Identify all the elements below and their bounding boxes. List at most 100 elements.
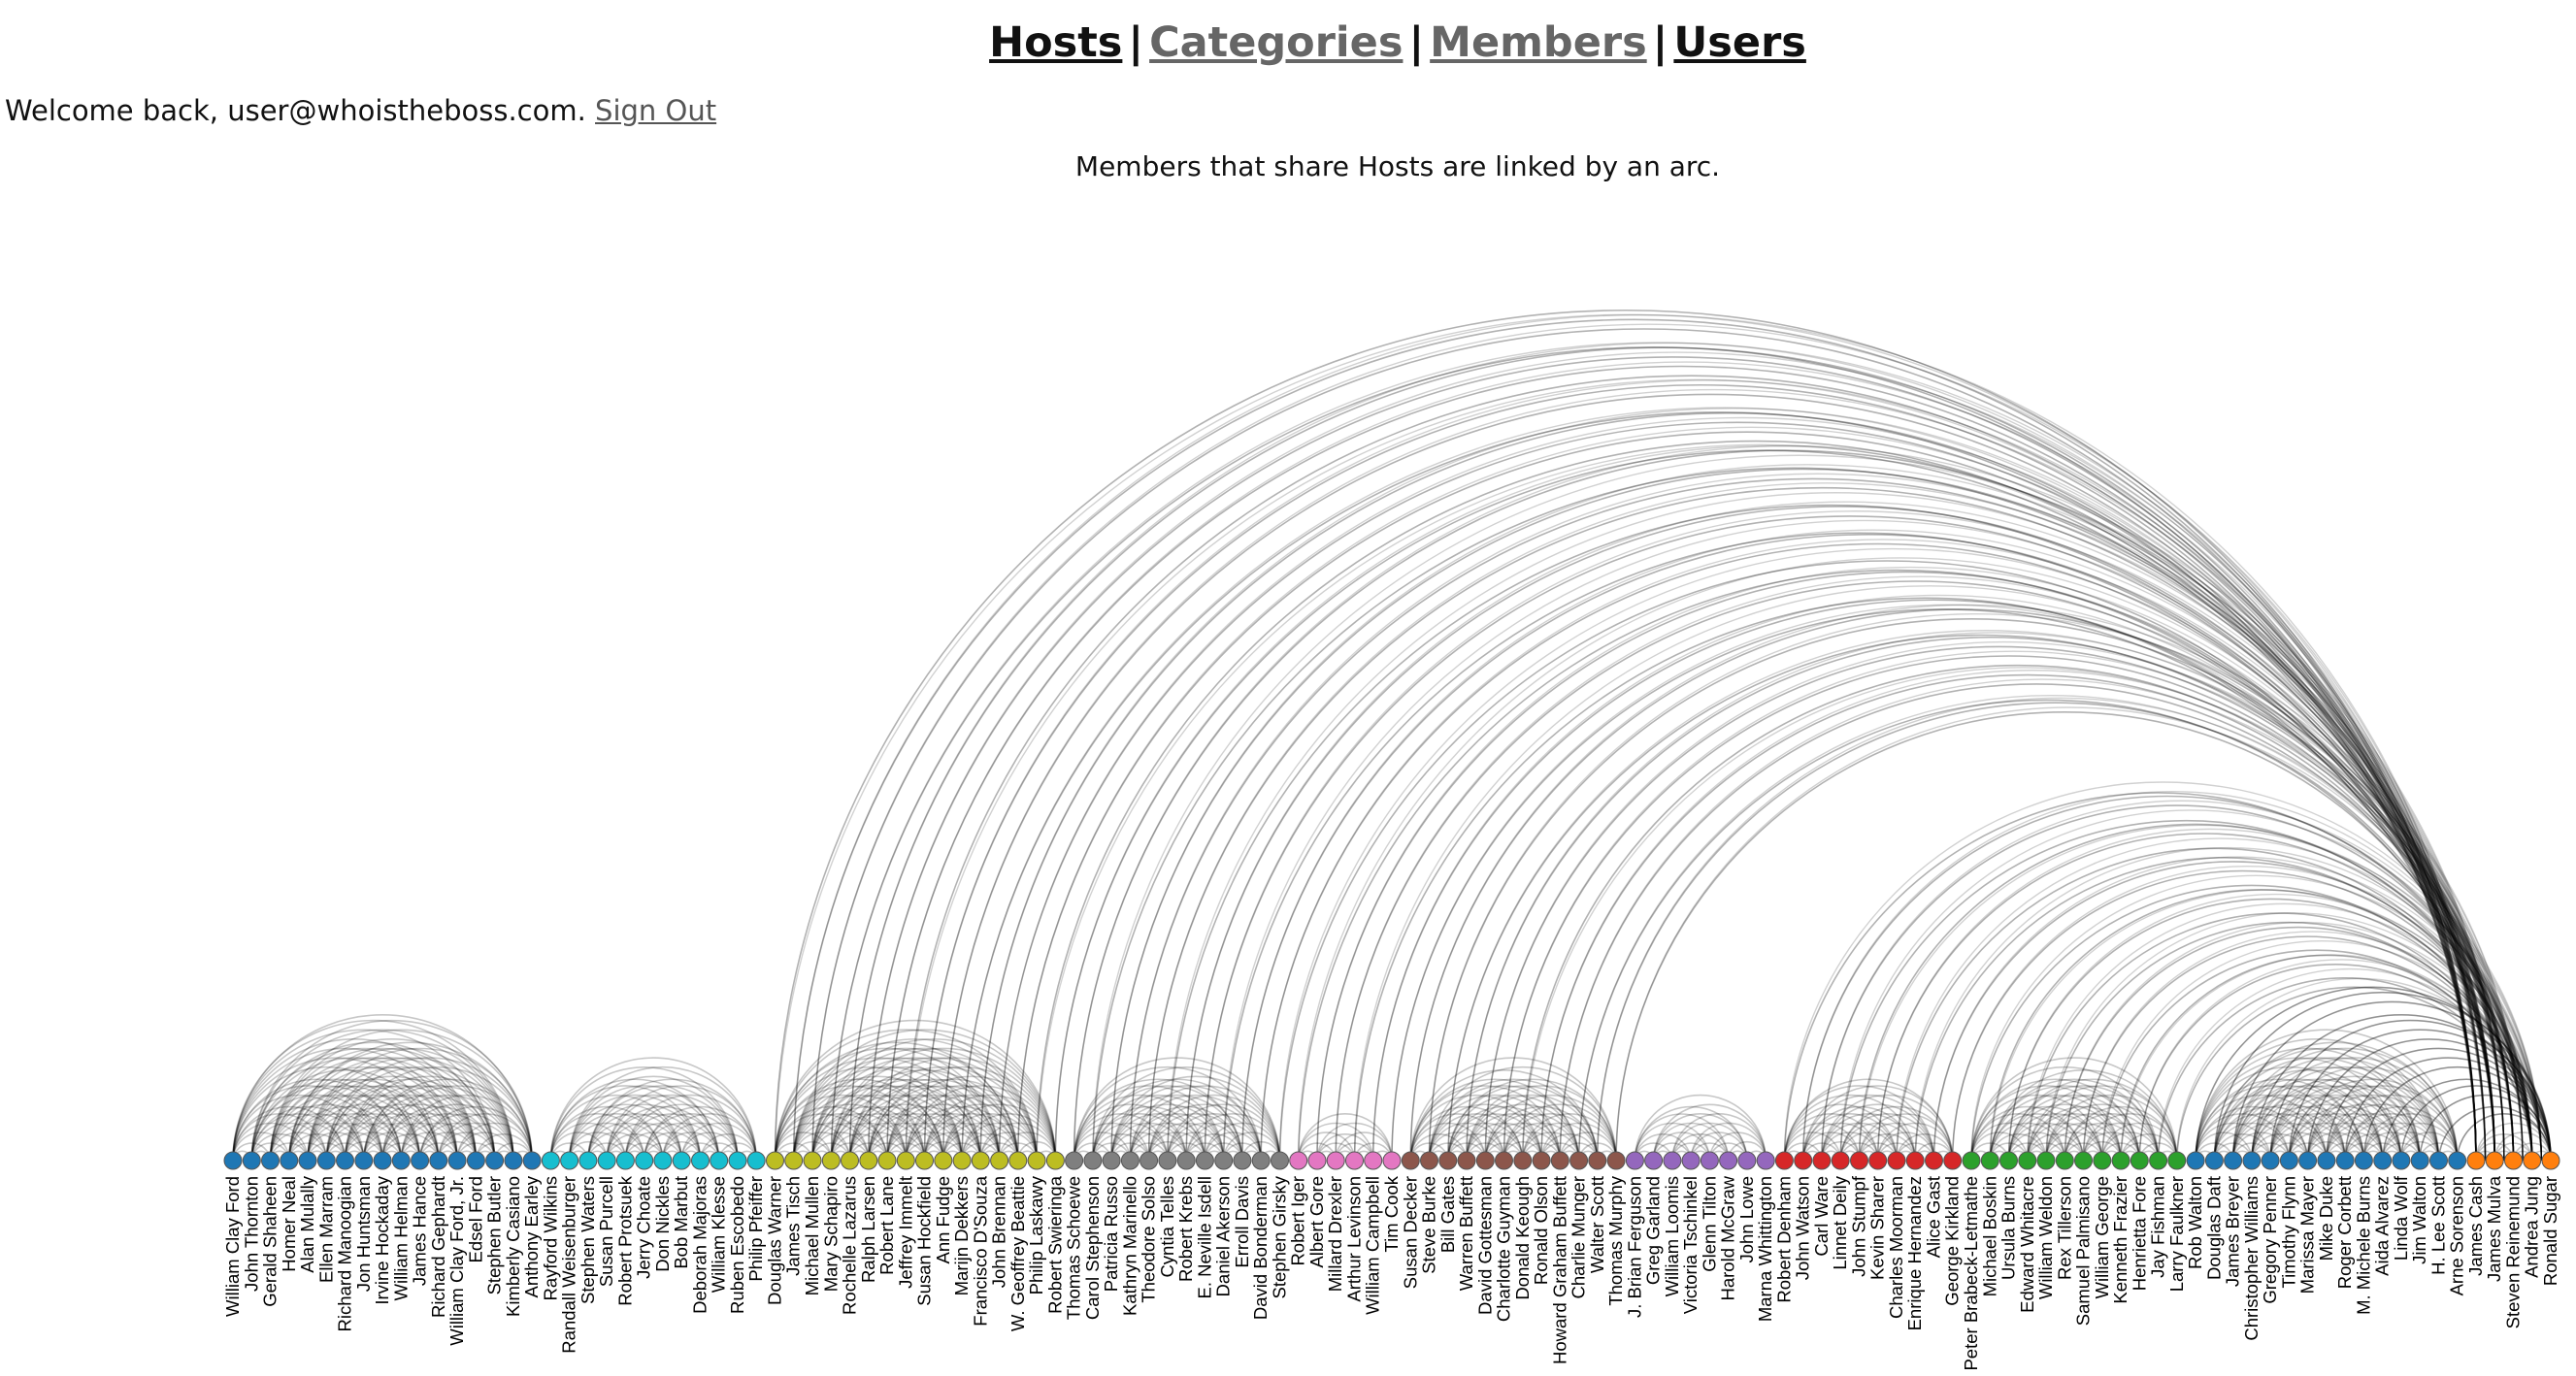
member-node[interactable] — [1438, 1151, 1458, 1170]
member-node[interactable] — [1737, 1151, 1757, 1170]
member-node[interactable] — [1905, 1151, 1925, 1170]
member-node[interactable] — [336, 1151, 354, 1170]
member-node[interactable] — [1475, 1151, 1495, 1170]
member-node[interactable] — [1850, 1151, 1868, 1170]
member-node[interactable] — [746, 1151, 766, 1170]
nav-link-hosts[interactable]: Hosts — [989, 18, 1123, 67]
member-node[interactable] — [1214, 1151, 1234, 1170]
member-node[interactable] — [803, 1151, 822, 1170]
member-node[interactable] — [2429, 1151, 2448, 1170]
member-node[interactable] — [2036, 1151, 2056, 1170]
member-node[interactable] — [1681, 1151, 1701, 1170]
member-node[interactable] — [447, 1151, 467, 1170]
member-node[interactable] — [653, 1151, 673, 1170]
member-node[interactable] — [1139, 1151, 1159, 1170]
member-node[interactable] — [915, 1151, 934, 1170]
member-node[interactable] — [2298, 1151, 2318, 1170]
member-node[interactable] — [298, 1151, 317, 1170]
member-node[interactable] — [2186, 1151, 2205, 1170]
member-node[interactable] — [1625, 1151, 1644, 1170]
member-node[interactable] — [1550, 1151, 1569, 1170]
member-node[interactable] — [2466, 1151, 2486, 1170]
member-node[interactable] — [2149, 1151, 2168, 1170]
member-node[interactable] — [615, 1151, 635, 1170]
member-node[interactable] — [597, 1151, 616, 1170]
member-node[interactable] — [354, 1151, 374, 1170]
member-node[interactable] — [1569, 1151, 1589, 1170]
member-node[interactable] — [1401, 1151, 1420, 1170]
member-node[interactable] — [261, 1151, 280, 1170]
member-node[interactable] — [1700, 1151, 1719, 1170]
member-node[interactable] — [1532, 1151, 1551, 1170]
member-node[interactable] — [2485, 1151, 2504, 1170]
member-node[interactable] — [2541, 1151, 2560, 1170]
member-node[interactable] — [1307, 1151, 1327, 1170]
member-node[interactable] — [223, 1151, 243, 1170]
member-node[interactable] — [1420, 1151, 1438, 1170]
member-node[interactable] — [766, 1151, 784, 1170]
member-node[interactable] — [2392, 1151, 2411, 1170]
member-node[interactable] — [2317, 1151, 2336, 1170]
nav-link-members[interactable]: Members — [1430, 18, 1647, 67]
member-node[interactable] — [2111, 1151, 2130, 1170]
nav-link-users[interactable]: Users — [1673, 18, 1806, 67]
member-node[interactable] — [877, 1151, 897, 1170]
member-node[interactable] — [2504, 1151, 2523, 1170]
member-node[interactable] — [560, 1151, 579, 1170]
member-node[interactable] — [784, 1151, 804, 1170]
member-node[interactable] — [1887, 1151, 1906, 1170]
member-node[interactable] — [541, 1151, 560, 1170]
member-node[interactable] — [934, 1151, 953, 1170]
member-node[interactable] — [1083, 1151, 1103, 1170]
member-node[interactable] — [1868, 1151, 1888, 1170]
member-node[interactable] — [2018, 1151, 2037, 1170]
member-node[interactable] — [1195, 1151, 1214, 1170]
member-node[interactable] — [971, 1151, 990, 1170]
member-node[interactable] — [1719, 1151, 1738, 1170]
member-node[interactable] — [691, 1151, 710, 1170]
member-node[interactable] — [485, 1151, 505, 1170]
member-node[interactable] — [896, 1151, 915, 1170]
member-node[interactable] — [990, 1151, 1009, 1170]
member-node[interactable] — [1513, 1151, 1533, 1170]
member-node[interactable] — [1644, 1151, 1664, 1170]
member-node[interactable] — [2279, 1151, 2298, 1170]
member-node[interactable] — [242, 1151, 261, 1170]
member-node[interactable] — [1756, 1151, 1775, 1170]
member-node[interactable] — [2448, 1151, 2467, 1170]
member-node[interactable] — [952, 1151, 972, 1170]
member-node[interactable] — [1382, 1151, 1402, 1170]
member-node[interactable] — [1120, 1151, 1139, 1170]
member-node[interactable] — [1233, 1151, 1252, 1170]
member-node[interactable] — [1027, 1151, 1046, 1170]
member-node[interactable] — [1326, 1151, 1345, 1170]
member-node[interactable] — [429, 1151, 448, 1170]
member-node[interactable] — [1925, 1151, 1943, 1170]
member-node[interactable] — [2410, 1151, 2429, 1170]
member-node[interactable] — [1364, 1151, 1383, 1170]
member-node[interactable] — [728, 1151, 747, 1170]
member-node[interactable] — [1045, 1151, 1065, 1170]
member-node[interactable] — [411, 1151, 430, 1170]
member-node[interactable] — [1271, 1151, 1289, 1170]
member-node[interactable] — [1008, 1151, 1028, 1170]
member-node[interactable] — [1663, 1151, 1682, 1170]
member-node[interactable] — [1102, 1151, 1121, 1170]
member-node[interactable] — [2074, 1151, 2093, 1170]
member-node[interactable] — [316, 1151, 336, 1170]
member-node[interactable] — [1289, 1151, 1308, 1170]
member-node[interactable] — [1999, 1151, 2018, 1170]
member-node[interactable] — [1176, 1151, 1196, 1170]
member-node[interactable] — [373, 1151, 392, 1170]
member-node[interactable] — [2335, 1151, 2355, 1170]
member-node[interactable] — [2130, 1151, 2149, 1170]
member-node[interactable] — [280, 1151, 299, 1170]
member-node[interactable] — [2523, 1151, 2542, 1170]
member-node[interactable] — [1495, 1151, 1513, 1170]
member-node[interactable] — [578, 1151, 598, 1170]
member-node[interactable] — [859, 1151, 878, 1170]
member-node[interactable] — [1065, 1151, 1084, 1170]
member-node[interactable] — [2204, 1151, 2224, 1170]
member-node[interactable] — [1980, 1151, 1999, 1170]
member-node[interactable] — [1962, 1151, 1981, 1170]
